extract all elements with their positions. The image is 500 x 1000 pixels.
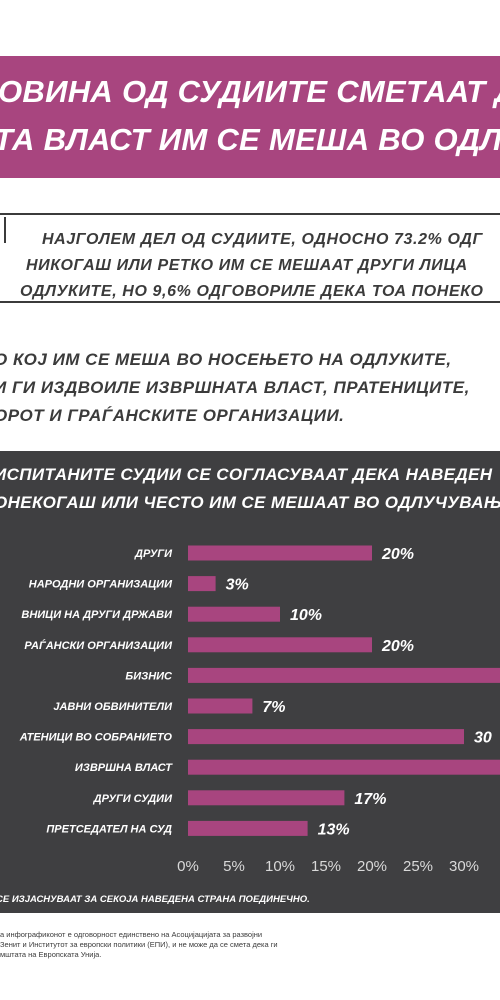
note-line-1: НАЈГОЛЕМ ДЕЛ ОД СУДИИТЕ, ОДНОСНО 73.2% О…	[42, 231, 483, 248]
note-divider	[0, 217, 6, 243]
value-label: 10%	[290, 607, 322, 624]
headline-banner: ОВИНА ОД СУДИИТЕ СМЕТААТ Д ТА ВЛАСТ ИМ С…	[0, 56, 500, 178]
category-label: АТЕНИЦИ ВО СОБРАНИЕТО	[19, 732, 173, 744]
disclaimer-line-3: мштата на Европската Унија.	[0, 950, 102, 959]
note-line-3: ОДЛУКИТЕ, НО 9,6% ОДГОВОРИЛЕ ДЕКА ТОА ПО…	[20, 283, 484, 300]
chart-title-line-1: ИСПИТАНИТЕ СУДИИ СЕ СОГЛАСУВААТ ДЕКА НАВ…	[0, 465, 493, 484]
category-label: БИЗНИС	[125, 670, 173, 682]
paragraph-line-2: И ГИ ИЗДВОИЛЕ ИЗВРШНАТА ВЛАСТ, ПРАТЕНИЦИ…	[0, 378, 470, 397]
category-label: ВНИЦИ НА ДРУГИ ДРЖАВИ	[21, 609, 173, 621]
bar	[188, 606, 280, 622]
bar	[188, 545, 372, 561]
note-line-2: НИКОГАШ ИЛИ РЕТКО ИМ СЕ МЕШААТ ДРУГИ ЛИЦ…	[26, 257, 468, 274]
category-label: ДРУГИ	[134, 548, 173, 560]
disclaimer: а инфографиконот е одговорност единствен…	[0, 930, 500, 960]
bar-chart: ДРУГИ 20% НАРОДНИ ОРГАНИЗАЦИИ 3% ВНИЦИ НА ДР…	[19, 545, 500, 875]
category-label: ЈАВНИ ОБВИНИТЕЛИ	[53, 701, 173, 713]
x-tick-label: 30%	[449, 858, 479, 875]
bar	[188, 759, 500, 775]
bar	[188, 667, 500, 683]
x-tick-label: 5%	[223, 858, 245, 875]
headline-line-2: ТА ВЛАСТ ИМ СЕ МЕША ВО ОДЛУ	[0, 122, 500, 157]
x-tick-label: 10%	[265, 858, 295, 875]
chart-title-line-2: ОНЕКОГАШ ИЛИ ЧЕСТО ИМ СЕ МЕШААТ ВО ОДЛУЧ…	[0, 493, 500, 512]
paragraph-line-3: ОРОТ И ГРАЃАНСКИТЕ ОРГАНИЗАЦИИ.	[0, 406, 345, 425]
x-tick-label: 0%	[177, 858, 199, 875]
category-label: ДРУГИ СУДИИ	[93, 793, 173, 805]
value-label: 7%	[262, 699, 285, 716]
value-label: 20%	[381, 638, 414, 655]
value-label: 13%	[318, 821, 350, 838]
bar	[188, 637, 372, 653]
bar	[188, 820, 308, 836]
value-label: 17%	[354, 791, 386, 808]
category-label: ПРЕТСЕДАТЕЛ НА СУД	[46, 823, 172, 835]
chart-footnote: СЕ ИЗЈАСНУВААТ ЗА СЕКОЈА НАВЕДЕНА СТРАНА…	[0, 894, 310, 905]
x-tick-label: 25%	[403, 858, 433, 875]
bar	[188, 698, 253, 714]
value-label: 3%	[226, 577, 249, 594]
disclaimer-line-2: Зенит и Институтот за европски политики …	[0, 940, 278, 949]
bar	[188, 729, 464, 745]
chart-panel: ИСПИТАНИТЕ СУДИИ СЕ СОГЛАСУВААТ ДЕКА НАВ…	[0, 451, 500, 913]
paragraph-line-1: О КОЈ ИМ СЕ МЕША ВО НОСЕЊЕТО НА ОДЛУКИТЕ…	[0, 350, 452, 369]
x-tick-label: 20%	[357, 858, 387, 875]
bar	[188, 576, 216, 592]
disclaimer-line-1: а инфографиконот е одговорност единствен…	[0, 930, 263, 939]
highlight-note: НАЈГОЛЕМ ДЕЛ ОД СУДИИТЕ, ОДНОСНО 73.2% О…	[0, 213, 500, 303]
x-tick-label: 15%	[311, 858, 341, 875]
headline-line-1: ОВИНА ОД СУДИИТЕ СМЕТААТ Д	[0, 74, 500, 109]
category-label: ИЗВРШНА ВЛАСТ	[75, 762, 173, 774]
category-label: НАРОДНИ ОРГАНИЗАЦИИ	[29, 579, 173, 591]
value-label: 30	[474, 730, 492, 747]
bar	[188, 790, 345, 806]
value-label: 20%	[381, 546, 414, 563]
category-label: РАЃАНСКИ ОРГАНИЗАЦИИ	[24, 639, 173, 652]
